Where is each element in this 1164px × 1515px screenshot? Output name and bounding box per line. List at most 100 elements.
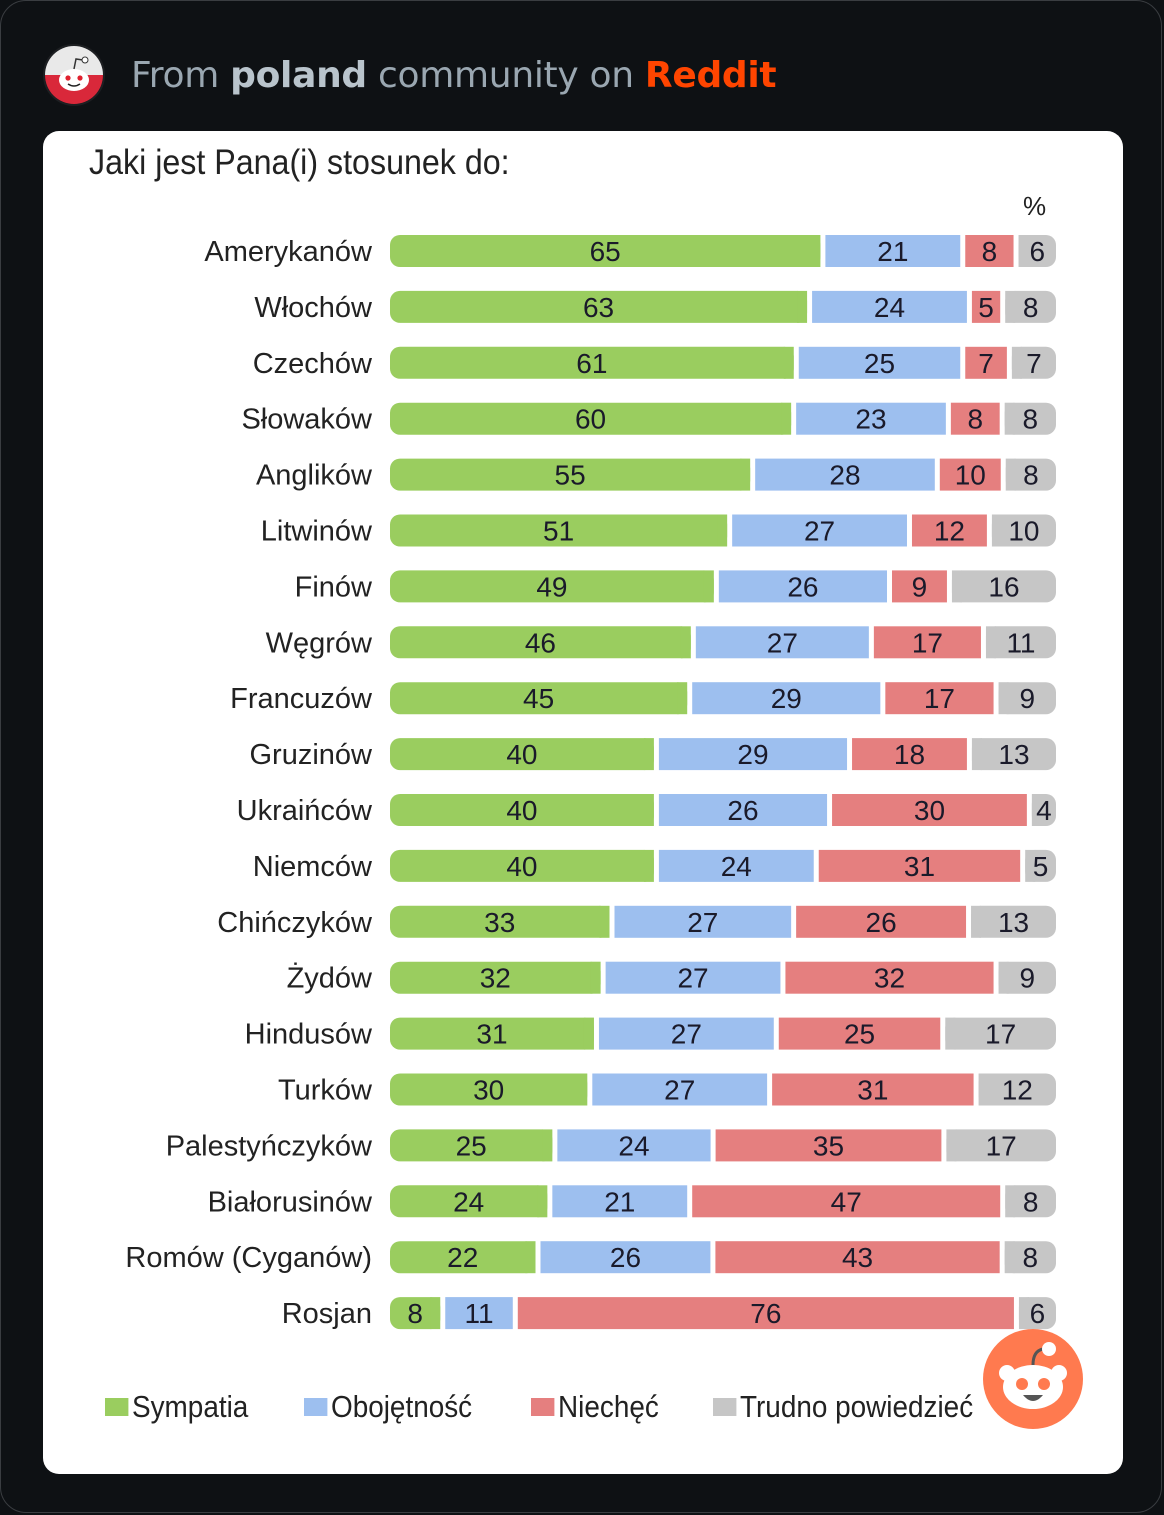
data-label: 76: [750, 1298, 781, 1329]
bar-segment-obojętność: 28: [755, 458, 935, 491]
data-label: 30: [473, 1075, 504, 1106]
bar-segment-sympatia: 8: [390, 1297, 441, 1330]
bar-segment: [552, 1185, 688, 1218]
bar-segment: [692, 1185, 1001, 1218]
data-label: 28: [829, 460, 860, 491]
bar-segment-edge: [945, 1017, 956, 1050]
bar-segment-niechęć: 7: [965, 346, 1007, 379]
data-label: 17: [912, 627, 943, 658]
bar-segment: [946, 1129, 1056, 1162]
data-label: 8: [1023, 1186, 1039, 1217]
bar-segment-trudno-powiedzieć: 6: [1018, 235, 1056, 267]
bar-segment-sympatia: 31: [390, 1017, 594, 1050]
bar-segment-niechęć: 35: [715, 1129, 942, 1162]
bar-segment-sympatia: 65: [390, 235, 821, 267]
bar-segment: [825, 235, 961, 267]
chart-title: Jaki jest Pana(i) stosunek do:: [89, 143, 510, 182]
data-label: 11: [1006, 627, 1035, 658]
bar-segment-obojętność: 25: [798, 346, 961, 379]
legend-item-sympatia: Sympatia: [105, 1389, 248, 1425]
embed-header: From poland community on Reddit: [43, 43, 777, 107]
bar-segment-edge: [1004, 1241, 1015, 1274]
bar-segment: [778, 1017, 941, 1050]
bar-segment: [445, 1297, 513, 1330]
bar-segment: [812, 290, 967, 323]
bar-segment-sympatia: 40: [390, 738, 654, 771]
data-label: 12: [934, 516, 965, 547]
bar-segment: [950, 402, 1000, 435]
category-label: Palestyńczyków: [166, 1130, 373, 1162]
bar-segment: [991, 514, 1056, 547]
bar-segment-edge: [542, 1129, 553, 1162]
category-label: Amerykanów: [204, 236, 373, 268]
data-label: 45: [523, 683, 554, 714]
bar-segment-edge: [1025, 849, 1036, 882]
bar-segment: [911, 514, 987, 547]
bar-segment-sympatia: 51: [390, 514, 728, 547]
bar-segment-trudno-powiedzieć: 8: [1004, 402, 1056, 435]
bar-segment-niechęć: 9: [892, 570, 947, 603]
bar-segment-trudno-powiedzieć: 6: [1018, 1297, 1056, 1330]
bar-segment-edge: [998, 682, 1009, 715]
bar-segment: [873, 626, 981, 659]
bar-segment-trudno-powiedzieć: 12: [978, 1073, 1056, 1106]
bar-segment: [718, 570, 887, 603]
bar-segment-obojętność: 26: [540, 1241, 711, 1274]
bar-segment: [785, 961, 994, 994]
bar-segment-niechęć: 25: [778, 1017, 941, 1050]
bar-segment: [390, 346, 794, 379]
bar-segment-trudno-powiedzieć: 17: [946, 1129, 1056, 1162]
unit-label: %: [1023, 191, 1047, 221]
bar-segment: [658, 738, 848, 771]
community-link[interactable]: poland: [230, 54, 367, 96]
bar-segment: [390, 514, 728, 547]
bar-segment-edge: [677, 682, 688, 715]
bar-segment-trudno-powiedzieć: 9: [998, 961, 1056, 994]
bar-segment-edge: [643, 794, 654, 826]
embed-source-text: From poland community on Reddit: [131, 54, 777, 96]
category-label: Węgrów: [266, 627, 373, 659]
bar-segment: [798, 346, 961, 379]
bar-segment-trudno-powiedzieć: 9: [998, 682, 1056, 715]
bar-segment: [755, 458, 935, 491]
data-label: 31: [904, 851, 935, 882]
data-label: 21: [604, 1186, 635, 1217]
bar-segment-sympatia: 32: [390, 961, 601, 994]
bar-segment-niechęć: 12: [911, 514, 987, 547]
bar-segment: [614, 905, 792, 938]
bar-segment: [1011, 346, 1056, 379]
bar-segment-sympatia: 55: [390, 458, 751, 491]
bar-segment-trudno-powiedzieć: 8: [1005, 1185, 1056, 1218]
bar-segment: [390, 458, 751, 491]
bar-segment-sympatia: 25: [390, 1129, 553, 1162]
bar-segment: [695, 626, 869, 659]
bar-segment-edge: [1005, 1185, 1016, 1218]
data-label: 6: [1029, 236, 1045, 267]
bar-segment-obojętność: 29: [692, 682, 881, 715]
reddit-brand-link[interactable]: Reddit: [644, 54, 777, 96]
bar-segment-sympatia: 46: [390, 626, 691, 659]
bar-segment: [1005, 290, 1056, 323]
legend-item-obojetnosc: Obojętność: [304, 1389, 472, 1425]
bar-segment-edge: [703, 570, 714, 603]
reddit-snoo-poland-flag-icon[interactable]: [43, 44, 105, 106]
data-label: 10: [1008, 516, 1039, 547]
data-label: 46: [525, 627, 556, 658]
category-label: Gruzinów: [250, 739, 374, 771]
legend-label: Obojętność: [331, 1389, 473, 1424]
bar-segment: [592, 1073, 768, 1106]
bar-segment-edge: [740, 458, 751, 491]
bar-segment-edge: [781, 402, 792, 435]
bar-segment-edge: [1011, 346, 1022, 379]
category-label: Finów: [295, 571, 373, 603]
bar-segment-edge: [1004, 402, 1015, 435]
bar-segment-obojętność: 27: [592, 1073, 768, 1106]
data-label: 55: [555, 460, 586, 491]
bar-segment-obojętność: 26: [718, 570, 887, 603]
bar-segment-edge: [1018, 1297, 1029, 1330]
bar-segment: [390, 849, 654, 882]
bar-segment-edge: [590, 961, 601, 994]
data-label: 27: [804, 516, 835, 547]
bar-segment-sympatia: 40: [390, 849, 654, 882]
data-label: 47: [831, 1186, 862, 1217]
